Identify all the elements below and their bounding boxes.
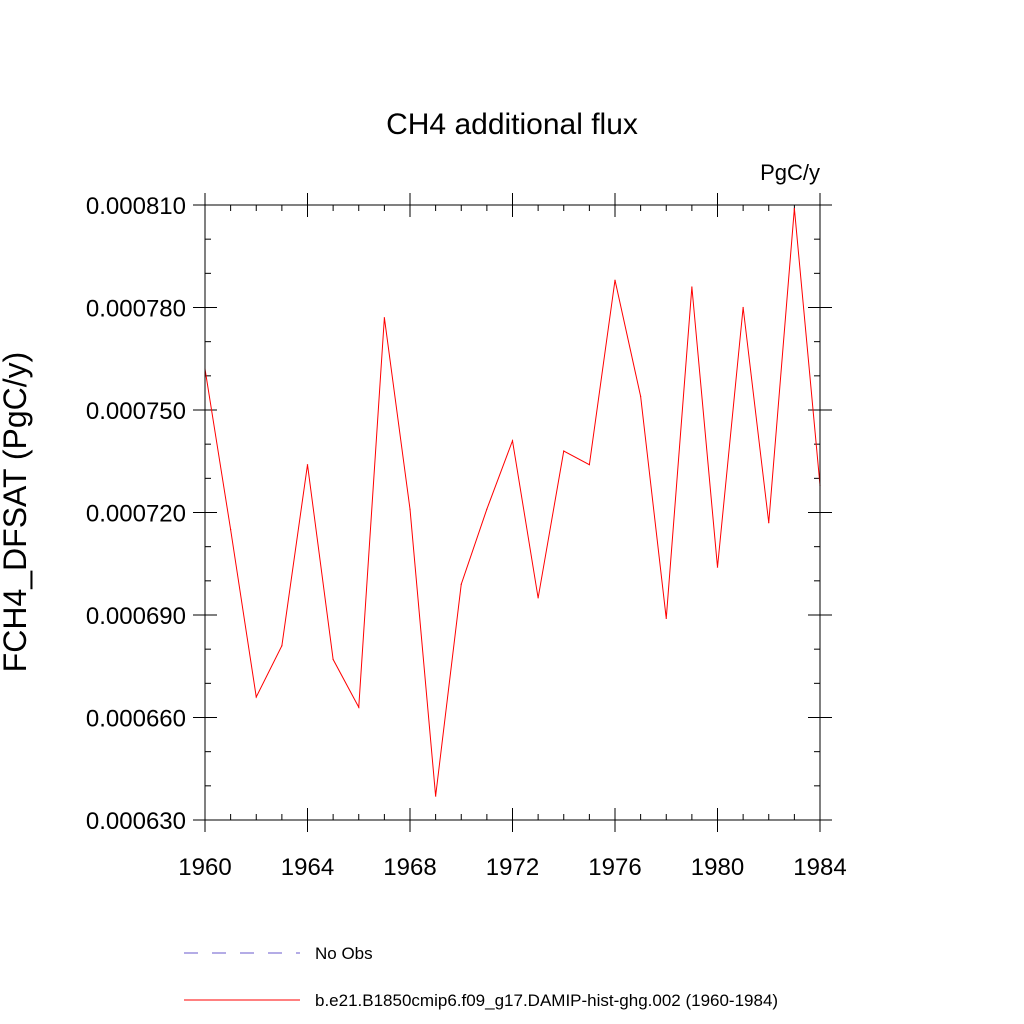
x-tick-label: 1980 xyxy=(691,854,744,881)
data-point xyxy=(306,464,309,466)
data-point xyxy=(486,508,488,510)
x-tick-label: 1972 xyxy=(486,854,539,881)
data-point xyxy=(358,706,360,708)
plot-frame xyxy=(204,204,821,821)
x-tick-label: 1964 xyxy=(281,854,334,881)
data-point xyxy=(563,450,565,452)
data-point xyxy=(511,440,514,442)
y-axis-label: FCH4_DFSAT (PgC/y) xyxy=(0,352,33,673)
data-point xyxy=(435,795,437,797)
x-tick-label: 1968 xyxy=(383,854,436,881)
data-point xyxy=(383,317,385,319)
axis-ticks: 1960 1964 1968 1972 1976 1980 1984 0.000630 0.00… xyxy=(86,193,847,881)
data-point xyxy=(793,207,795,210)
data-point xyxy=(588,464,590,466)
data-point xyxy=(460,583,462,585)
data-point xyxy=(691,286,693,288)
y-tick-label: 0.000660 xyxy=(86,706,186,733)
x-tick-label: 1960 xyxy=(178,854,231,881)
series-line xyxy=(204,208,821,797)
series-layer xyxy=(204,207,821,797)
y-tick-label: 0.000750 xyxy=(86,398,186,425)
data-point xyxy=(716,566,719,568)
data-point xyxy=(614,279,616,281)
data-point xyxy=(537,597,539,599)
y-tick-label: 0.000690 xyxy=(86,603,186,630)
y-tick-label: 0.000810 xyxy=(86,193,186,220)
x-tick-label: 1976 xyxy=(588,854,641,881)
y-tick-label: 0.000720 xyxy=(86,501,186,528)
chart-title: CH4 additional flux xyxy=(386,108,638,141)
x-tick-label: 1984 xyxy=(793,854,846,881)
y-tick-label: 0.000780 xyxy=(86,296,186,323)
data-point xyxy=(255,696,257,698)
data-point xyxy=(281,645,283,647)
legend: No Obs b.e21.B1850cmip6.f09_g17.DAMIP-his… xyxy=(184,944,778,1010)
legend-label: No Obs xyxy=(315,944,373,963)
data-point xyxy=(230,528,232,531)
units-label: PgC/y xyxy=(760,160,820,185)
data-point xyxy=(768,522,770,524)
data-point xyxy=(665,617,667,620)
y-tick-label: 0.000630 xyxy=(86,808,186,835)
legend-label: b.e21.B1850cmip6.f09_g17.DAMIP-hist-ghg.… xyxy=(315,991,778,1010)
data-point xyxy=(409,508,411,510)
data-point xyxy=(332,658,334,661)
data-point xyxy=(640,395,642,397)
data-point xyxy=(742,306,744,309)
